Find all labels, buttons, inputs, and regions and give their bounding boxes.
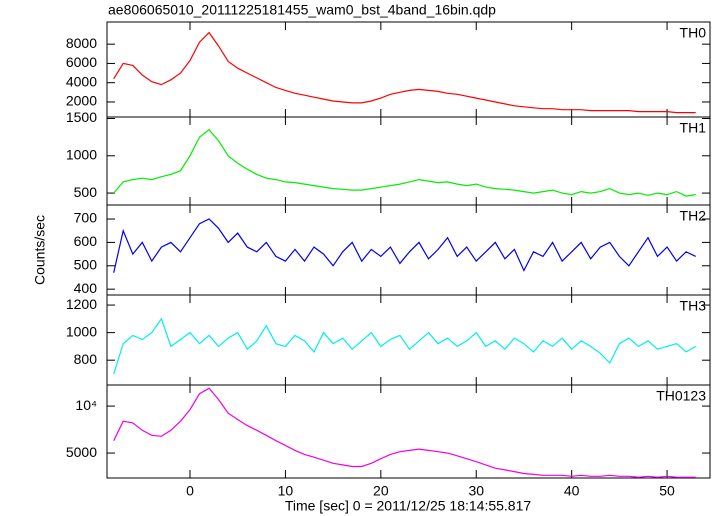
panel-frame bbox=[106, 384, 711, 479]
y-tick-label: 1000 bbox=[66, 323, 97, 339]
y-tick-label: 5000 bbox=[66, 444, 97, 460]
data-line bbox=[113, 128, 696, 197]
panel-label: TH3 bbox=[680, 298, 707, 314]
y-tick-label: 800 bbox=[74, 351, 98, 367]
x-tick-label: 20 bbox=[373, 483, 389, 499]
y-tick-label: 500 bbox=[74, 184, 98, 200]
panel-frame bbox=[106, 116, 711, 206]
y-tick-label: 2000 bbox=[66, 93, 97, 109]
y-tick-label: 6000 bbox=[66, 54, 97, 70]
panel-label: TH0123 bbox=[656, 388, 706, 404]
x-tick-label: 0 bbox=[186, 483, 194, 499]
data-line bbox=[113, 218, 696, 273]
x-tick-label: 30 bbox=[468, 483, 484, 499]
y-tick-label: 1500 bbox=[66, 109, 97, 125]
x-tick-label: 50 bbox=[659, 483, 675, 499]
y-tick-label: 1000 bbox=[66, 146, 97, 162]
panel-frame bbox=[106, 204, 711, 296]
x-tick-label: 10 bbox=[278, 483, 294, 499]
panel-label: TH0 bbox=[680, 25, 707, 41]
data-line bbox=[113, 317, 696, 375]
chart-title: ae806065010_20111225181455_wam0_bst_4ban… bbox=[108, 2, 496, 18]
panel-label: TH2 bbox=[680, 208, 707, 224]
x-axis-label: Time [sec] 0 = 2011/12/25 18:14:55.817 bbox=[285, 498, 532, 514]
data-line bbox=[113, 387, 696, 478]
y-tick-label: 8000 bbox=[66, 35, 97, 51]
y-tick-label: 10⁴ bbox=[75, 397, 97, 413]
y-tick-label: 600 bbox=[74, 233, 98, 249]
y-tick-label: 400 bbox=[74, 280, 98, 296]
y-tick-label: 500 bbox=[74, 256, 98, 272]
x-tick-label: 40 bbox=[564, 483, 580, 499]
y-tick-label: 700 bbox=[74, 210, 98, 226]
panel-frame bbox=[106, 294, 711, 386]
y-tick-label: 1200 bbox=[66, 296, 97, 312]
panel-label: TH1 bbox=[680, 120, 707, 136]
y-tick-label: 4000 bbox=[66, 73, 97, 89]
panel-frame bbox=[106, 21, 711, 118]
y-axis-label: Counts/sec bbox=[32, 215, 48, 285]
data-line bbox=[113, 31, 696, 114]
